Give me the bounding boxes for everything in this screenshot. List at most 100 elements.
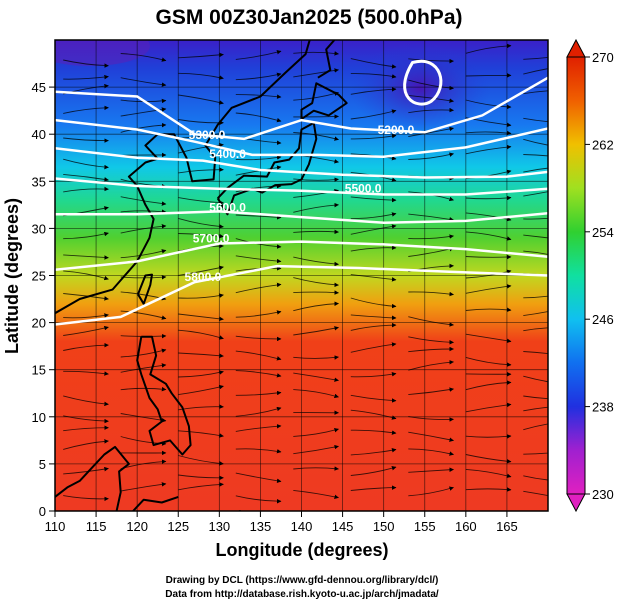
streamline-arrow bbox=[293, 489, 339, 500]
y-axis: 0 5 10 15 20 25 30 35 40 45 bbox=[32, 80, 55, 519]
streamline-arrow bbox=[523, 295, 548, 299]
x-tick-label: 125 bbox=[167, 519, 189, 534]
streamline-arrow bbox=[293, 51, 339, 56]
x-tick-label: 155 bbox=[414, 519, 436, 534]
streamline-arrow bbox=[523, 250, 548, 255]
y-axis-label: Latitude (degrees) bbox=[2, 198, 22, 354]
coastline-segment bbox=[300, 82, 348, 120]
streamline-arrow bbox=[350, 409, 397, 420]
streamline-arrow bbox=[350, 87, 397, 95]
streamline-arrow bbox=[523, 154, 548, 157]
y-tick-label: 15 bbox=[32, 363, 46, 378]
streamline-arrow bbox=[235, 155, 282, 161]
colorbar-tick-label: 246 bbox=[592, 312, 614, 327]
streamline-arrow bbox=[235, 214, 282, 220]
colorbar: 270 262 254 246 238 230 bbox=[566, 38, 614, 513]
contour-closed-low bbox=[403, 59, 443, 106]
streamline-arrow bbox=[293, 355, 339, 360]
streamline-arrow bbox=[120, 363, 167, 373]
streamline-arrow bbox=[350, 322, 397, 331]
contour-line bbox=[55, 147, 548, 179]
streamline-arrow bbox=[293, 372, 339, 382]
x-tick-label: 120 bbox=[126, 519, 148, 534]
streamline-arrow bbox=[350, 73, 397, 79]
streamline-arrow bbox=[120, 209, 167, 214]
contour-label: 5600.0 bbox=[209, 200, 246, 214]
streamline-arrow bbox=[235, 390, 282, 396]
streamline-arrow bbox=[235, 370, 282, 378]
streamline-arrow bbox=[523, 406, 548, 412]
coastline-segment bbox=[137, 273, 153, 305]
contour-label: 5300.0 bbox=[189, 128, 226, 142]
streamline-arrow bbox=[63, 313, 109, 319]
streamline-arrow bbox=[350, 133, 397, 140]
streamline-arrow bbox=[63, 173, 109, 182]
streamline-arrow bbox=[120, 122, 167, 133]
contour-line bbox=[55, 118, 548, 159]
streamline-arrow bbox=[408, 126, 454, 137]
streamline-arrow bbox=[350, 297, 397, 309]
streamline-arrow bbox=[63, 74, 109, 80]
x-axis: 110 115 120 125 130 135 140 145 150 155 160 165 bbox=[45, 511, 518, 534]
streamline-arrow bbox=[120, 482, 167, 492]
streamline-arrow bbox=[63, 231, 109, 240]
streamline-arrow bbox=[293, 114, 339, 119]
streamline-arrow bbox=[408, 234, 454, 240]
x-tick-label: 160 bbox=[455, 519, 477, 534]
colorbar-tick-label: 262 bbox=[592, 137, 614, 152]
streamline-arrow bbox=[350, 245, 397, 252]
streamline-arrow bbox=[293, 202, 339, 213]
streamline-arrow bbox=[523, 234, 548, 239]
streamline-arrow bbox=[235, 448, 282, 454]
height-contours: 5200.0 5300.0 5400.0 5500.0 5600.0 5700.0 5800… bbox=[55, 59, 548, 326]
contour-label: 5700.0 bbox=[193, 232, 230, 246]
streamline-arrow bbox=[120, 53, 167, 62]
streamline-arrow bbox=[293, 256, 339, 267]
x-tick-label: 130 bbox=[208, 519, 230, 534]
y-tick-label: 20 bbox=[32, 316, 46, 331]
coastline-segment bbox=[132, 495, 179, 511]
streamline-arrow bbox=[350, 274, 397, 282]
streamline-arrow bbox=[408, 291, 454, 297]
streamline-arrow bbox=[350, 485, 397, 491]
streamline-arrow bbox=[408, 107, 454, 114]
streamline-arrow bbox=[235, 423, 282, 432]
colorbar-bottom-arrow bbox=[566, 493, 586, 513]
contour-line bbox=[55, 264, 548, 326]
streamline-arrow bbox=[293, 389, 339, 399]
streamline-arrow bbox=[235, 335, 282, 342]
contour-label: 5500.0 bbox=[345, 182, 382, 196]
streamline-arrow bbox=[235, 94, 282, 99]
streamline-arrow bbox=[120, 348, 167, 358]
streamline-arrow bbox=[235, 112, 282, 123]
credit-data: Data from http://database.rish.kyoto-u.a… bbox=[165, 589, 439, 600]
cold-corner-shading bbox=[55, 40, 150, 66]
streamline-arrow bbox=[235, 238, 282, 249]
x-tick-label: 140 bbox=[291, 519, 313, 534]
y-tick-label: 10 bbox=[32, 410, 46, 425]
streamline-arrow bbox=[235, 350, 282, 361]
streamline-arrow bbox=[523, 191, 548, 197]
contour-line bbox=[55, 76, 548, 141]
streamline-arrow bbox=[63, 466, 109, 475]
streamline-arrow bbox=[293, 326, 339, 336]
credit-drawing: Drawing by DCL (https://www.gfd-dennou.o… bbox=[166, 575, 439, 586]
streamline-arrow bbox=[350, 448, 397, 456]
colorbar-tick-label: 270 bbox=[592, 50, 614, 65]
coastline-segment bbox=[55, 445, 130, 511]
streamline-arrow bbox=[408, 79, 454, 91]
streamline-arrow bbox=[63, 495, 109, 502]
streamline-arrow bbox=[350, 212, 397, 220]
x-tick-label: 115 bbox=[86, 519, 107, 534]
streamline-arrow bbox=[235, 282, 282, 294]
streamline-arrow bbox=[293, 277, 339, 288]
streamline-arrow bbox=[63, 439, 109, 450]
streamline-arrow bbox=[523, 327, 548, 332]
streamline-arrow bbox=[235, 310, 282, 318]
contour-line bbox=[55, 210, 548, 224]
x-tick-label: 135 bbox=[250, 519, 272, 534]
y-tick-label: 25 bbox=[32, 269, 46, 284]
streamline-arrow bbox=[120, 107, 167, 117]
y-tick-label: 35 bbox=[32, 174, 46, 189]
streamline-arrow bbox=[63, 293, 109, 301]
